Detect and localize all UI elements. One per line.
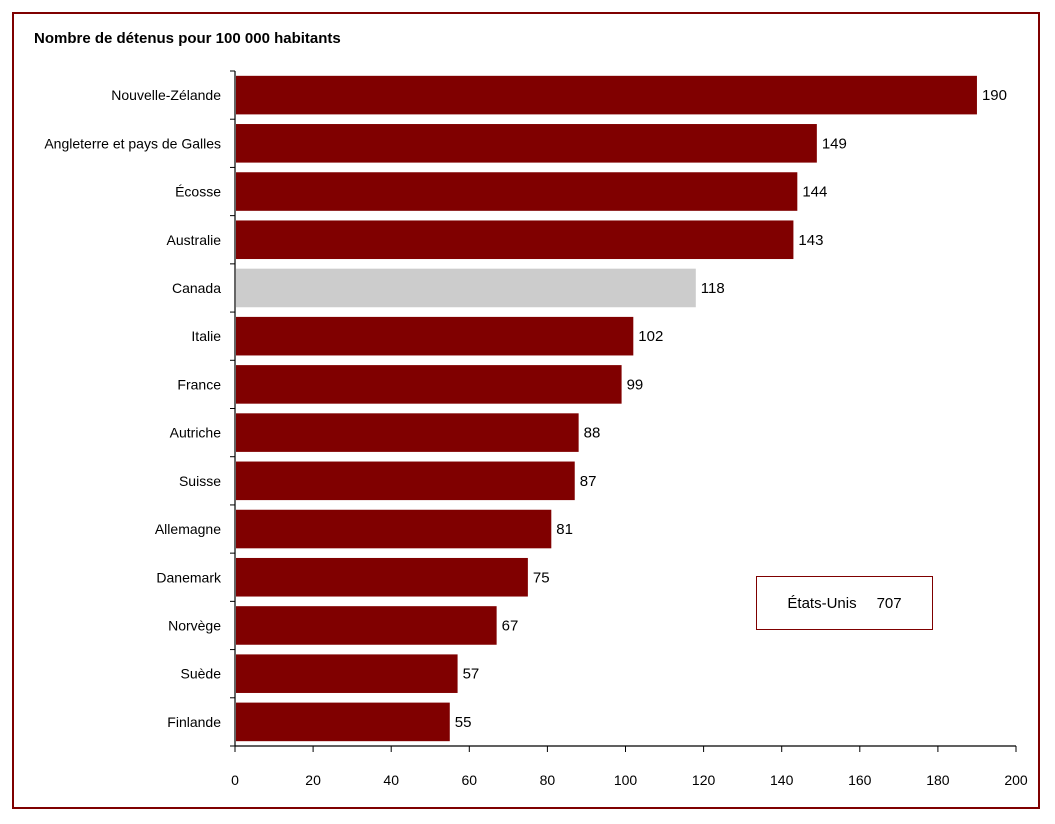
- bar-finlande: [236, 702, 450, 742]
- data-label-ecosse: 144: [802, 184, 827, 201]
- category-label-suede: Suède: [181, 666, 222, 682]
- x-tick-label-140: 140: [770, 772, 794, 788]
- x-tick-label-200: 200: [1004, 772, 1028, 788]
- data-label-italie: 102: [638, 328, 663, 345]
- x-tick-label-80: 80: [540, 772, 556, 788]
- x-tick-label-0: 0: [231, 772, 239, 788]
- data-label-autriche: 88: [584, 425, 601, 442]
- x-tick-label-160: 160: [848, 772, 872, 788]
- category-label-australie: Australie: [167, 232, 222, 248]
- category-label-norvege: Norvège: [168, 617, 221, 633]
- bar-autriche: [236, 413, 579, 452]
- bar-allemagne: [236, 509, 552, 549]
- category-label-angleterre-et-pays-de-galles: Angleterre et pays de Galles: [44, 135, 221, 151]
- bar-australie: [236, 220, 794, 260]
- bar-canada: [236, 268, 696, 308]
- us-callout-label: États-Unis: [787, 594, 857, 612]
- data-label-angleterre-et-pays-de-galles: 149: [822, 135, 847, 152]
- x-tick-label-120: 120: [692, 772, 716, 788]
- data-label-finlande: 55: [455, 714, 472, 731]
- bar-danemark: [236, 557, 528, 597]
- category-label-ecosse: Écosse: [175, 184, 221, 200]
- data-label-nouvelle-zelande: 190: [982, 87, 1007, 104]
- bar-italie: [236, 316, 634, 356]
- bar-norvege: [236, 606, 497, 645]
- category-label-italie: Italie: [191, 328, 221, 344]
- category-label-france: France: [177, 376, 221, 392]
- category-label-danemark: Danemark: [156, 569, 222, 585]
- bar-nouvelle-zelande: [236, 75, 977, 115]
- us-callout-value: 707: [876, 594, 902, 612]
- category-label-allemagne: Allemagne: [155, 521, 221, 537]
- bar-suisse: [236, 461, 575, 501]
- category-label-finlande: Finlande: [167, 714, 221, 730]
- category-label-autriche: Autriche: [170, 425, 222, 441]
- data-label-australie: 143: [798, 232, 823, 249]
- x-tick-label-180: 180: [926, 772, 950, 788]
- category-label-nouvelle-zelande: Nouvelle-Zélande: [111, 87, 221, 103]
- x-tick-label-60: 60: [462, 772, 478, 788]
- bar-angleterre-et-pays-de-galles: [236, 124, 817, 163]
- chart-title: Nombre de détenus pour 100 000 habitants: [34, 30, 341, 47]
- category-label-canada: Canada: [172, 280, 221, 296]
- bar-france: [236, 365, 622, 404]
- data-label-allemagne: 81: [556, 521, 573, 538]
- data-label-suisse: 87: [580, 473, 597, 490]
- bar-ecosse: [236, 172, 798, 211]
- us-callout-box: États-Unis 707: [756, 576, 933, 630]
- data-label-canada: 118: [701, 280, 725, 297]
- bar-suede: [236, 654, 458, 693]
- bars-layer: 190 149 144 143 118 102 99 88 87 81 75 67 57 55: [236, 75, 1007, 742]
- x-tick-label-20: 20: [305, 772, 321, 788]
- data-label-norvege: 67: [502, 617, 519, 634]
- chart-frame: [12, 12, 1040, 809]
- category-label-suisse: Suisse: [179, 473, 221, 489]
- x-tick-label-40: 40: [383, 772, 399, 788]
- axis-layer: Nouvelle-Zélande Angleterre et pays de Ga…: [44, 70, 1028, 788]
- data-label-suede: 57: [463, 666, 480, 683]
- data-label-danemark: 75: [533, 569, 550, 586]
- data-label-france: 99: [627, 376, 644, 393]
- x-tick-label-100: 100: [614, 772, 638, 788]
